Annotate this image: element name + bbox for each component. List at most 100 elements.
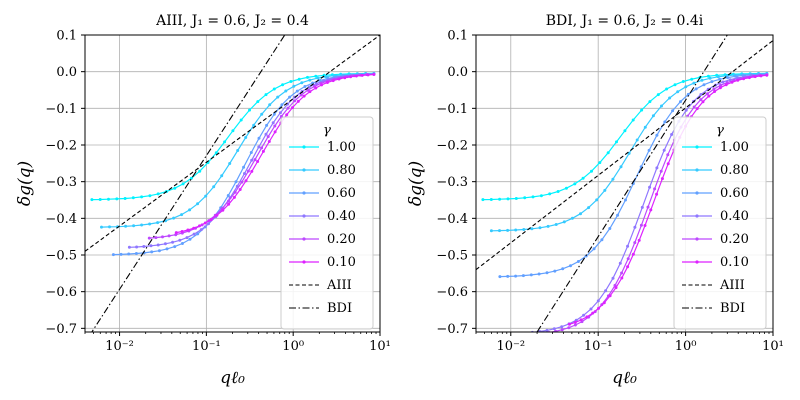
series-point-0.80 (300, 81, 304, 85)
series-point-1.00 (306, 75, 309, 79)
legend-label-bdi: BDI (327, 301, 352, 316)
series-point-0.80 (603, 188, 607, 192)
series-point-0.40 (560, 325, 564, 329)
series-point-0.80 (546, 224, 550, 228)
series-point-1.00 (598, 161, 602, 165)
series-point-0.60 (600, 238, 604, 242)
series-point-0.40 (552, 327, 556, 331)
chart-panel-bdi: 10⁻² 10⁻¹ 10⁰ 10¹ 0.1 0.0 −0.1 −0.2 −0.3 −0.4 −0.5… (406, 13, 784, 388)
series-point-0.80 (635, 138, 639, 142)
series-point-1.00 (656, 93, 660, 97)
y-axis-label: δg(q) (406, 161, 426, 206)
y-tick-label: −0.6 (436, 285, 468, 300)
x-tick-label: 10¹ (369, 339, 391, 354)
series-point-0.10 (660, 177, 664, 181)
series-point-0.80 (124, 224, 128, 228)
y-tick-label: −0.2 (436, 139, 468, 154)
y-tick-label: 0.1 (56, 29, 77, 44)
reference-line-aiii (85, 35, 380, 252)
series-point-1.00 (98, 198, 102, 201)
legend-label-0.20: 0.20 (327, 232, 356, 247)
series-point-0.60 (196, 232, 200, 236)
series-point-0.10 (568, 322, 571, 326)
series-point-0.10 (325, 81, 329, 84)
series-point-1.00 (690, 77, 694, 81)
series-point-0.10 (713, 90, 717, 93)
series-point-0.60 (726, 76, 730, 80)
series-point-0.10 (573, 320, 577, 324)
y-tick-label: −0.5 (436, 249, 468, 264)
series-point-0.40 (149, 244, 153, 248)
series-point-0.10 (366, 73, 370, 77)
series-point-0.60 (157, 249, 161, 253)
series-point-0.10 (261, 149, 265, 153)
legend-label-1.00: 1.00 (327, 140, 356, 155)
series-point-0.60 (733, 74, 737, 78)
series-point-0.60 (249, 151, 253, 154)
x-tick-label: 10⁻² (105, 339, 134, 354)
y-tick-label: −0.3 (436, 175, 468, 190)
series-point-0.40 (207, 222, 210, 226)
series-point-0.80 (220, 174, 224, 178)
series-point-0.80 (204, 194, 208, 198)
series-point-0.80 (276, 95, 280, 99)
legend-label-0.10: 0.10 (720, 255, 749, 270)
series-point-0.10 (180, 230, 184, 233)
series-point-0.80 (708, 76, 712, 80)
series-point-0.60 (647, 148, 651, 152)
series-point-1.00 (156, 192, 160, 196)
series-point-1.00 (523, 196, 527, 200)
series-point-0.20 (646, 205, 650, 209)
series-point-1.00 (173, 186, 177, 190)
series-point-1.00 (481, 198, 485, 202)
reference-line-bdi (91, 35, 286, 332)
series-point-0.20 (299, 93, 303, 97)
y-tick-label: −0.2 (45, 139, 77, 154)
series-point-0.20 (253, 158, 257, 162)
series-point-0.40 (648, 185, 652, 189)
series-point-0.60 (272, 112, 276, 116)
series-point-0.10 (649, 208, 653, 212)
series-point-0.60 (165, 247, 169, 251)
series-point-0.40 (278, 111, 282, 115)
series-point-0.20 (147, 236, 151, 240)
legend-label-0.10: 0.10 (327, 255, 356, 270)
series-point-1.00 (123, 197, 127, 200)
series-point-0.20 (620, 271, 624, 275)
series-point-1.00 (556, 190, 560, 193)
series-point-0.40 (728, 78, 732, 82)
series-point-1.00 (289, 80, 293, 83)
series-point-0.60 (616, 213, 620, 217)
series-point-0.10 (285, 113, 289, 117)
series-point-1.00 (181, 182, 185, 186)
legend-label-aiii: AIII (326, 278, 352, 293)
series-point-0.80 (514, 228, 518, 232)
legend-marker-0.40 (302, 214, 306, 218)
legend-marker-1.00 (695, 145, 699, 149)
series-point-1.00 (665, 87, 669, 91)
chart-panel-aiii: 10⁻² 10⁻¹ 10⁰ 10¹ 0.1 0.0 −0.1 −0.2 −0.3 −0.4 −0.5… (15, 13, 391, 388)
series-point-0.10 (244, 179, 248, 183)
series-point-0.10 (267, 140, 271, 143)
series-point-0.40 (596, 299, 600, 303)
series-point-0.80 (554, 223, 558, 226)
series-point-1.00 (539, 194, 543, 198)
series-point-0.20 (705, 92, 709, 96)
series-point-0.60 (506, 274, 510, 278)
series-point-0.80 (148, 222, 152, 226)
y-tick-label: −0.7 (45, 322, 77, 337)
series-point-0.80 (570, 216, 574, 220)
series-point-0.10 (666, 162, 670, 166)
x-axis-label: qℓ₀ (612, 368, 637, 388)
series-point-0.80 (228, 162, 232, 165)
series-point-0.80 (619, 165, 623, 169)
series-point-0.80 (156, 221, 160, 225)
series-point-0.10 (753, 75, 757, 79)
series-point-0.80 (595, 198, 599, 202)
legend-marker-0.80 (695, 168, 699, 172)
series-point-0.60 (234, 180, 238, 184)
x-tick-label: 10⁰ (675, 339, 697, 354)
series-point-1.00 (514, 197, 518, 200)
series-point-0.80 (530, 227, 534, 231)
series-point-0.40 (185, 236, 189, 240)
